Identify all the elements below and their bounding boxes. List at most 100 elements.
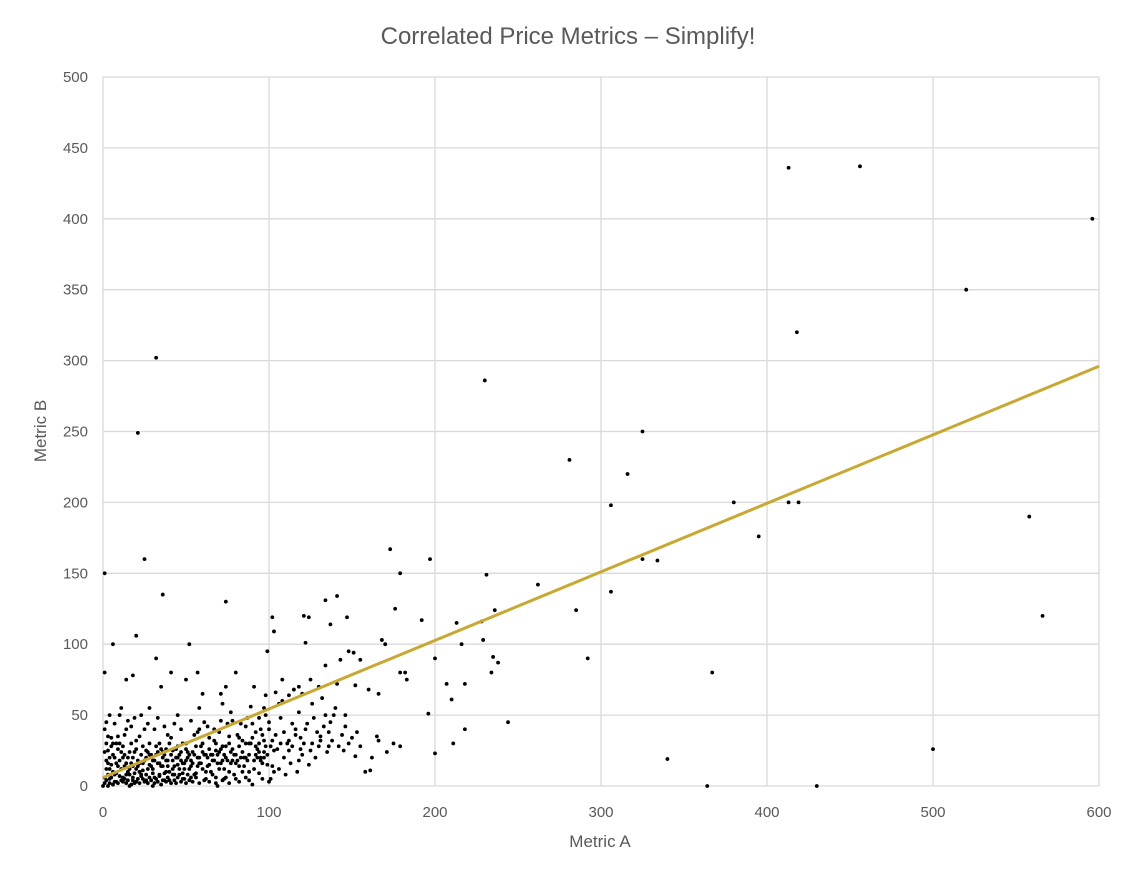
- data-point: [351, 650, 356, 655]
- x-tick-label: 0: [99, 804, 107, 821]
- y-tick-label: 0: [80, 778, 88, 795]
- data-point: [376, 691, 381, 696]
- data-point: [320, 696, 325, 700]
- data-point: [213, 741, 218, 746]
- data-point: [343, 713, 348, 717]
- data-point: [258, 758, 263, 763]
- data-point: [140, 777, 145, 781]
- data-point: [200, 691, 205, 696]
- data-point: [242, 764, 247, 769]
- data-point: [159, 684, 164, 689]
- data-point: [111, 752, 115, 757]
- data-point: [207, 779, 212, 784]
- data-point: [255, 755, 260, 760]
- data-point: [122, 752, 127, 757]
- gridlines: [102, 76, 1100, 787]
- data-point: [640, 429, 645, 434]
- data-point: [152, 758, 157, 763]
- data-point: [267, 720, 271, 725]
- data-point: [257, 750, 261, 754]
- data-point: [243, 775, 248, 780]
- data-point: [223, 599, 228, 604]
- data-point: [200, 750, 205, 754]
- data-point: [142, 779, 147, 784]
- data-point: [247, 778, 251, 783]
- data-point: [267, 727, 271, 732]
- x-tick-label: 600: [1086, 804, 1111, 821]
- data-point: [222, 752, 227, 757]
- y-tick-label: 400: [63, 211, 88, 228]
- data-point: [177, 772, 182, 777]
- data-point: [189, 764, 193, 769]
- data-point: [200, 741, 205, 746]
- data-point: [238, 721, 243, 726]
- data-point: [306, 762, 311, 767]
- data-point: [252, 767, 256, 771]
- data-point: [358, 657, 363, 662]
- data-point: [283, 772, 288, 777]
- data-point: [199, 744, 203, 749]
- data-point: [536, 582, 540, 587]
- data-point: [731, 500, 736, 505]
- data-point: [170, 772, 175, 777]
- data-point: [175, 775, 180, 780]
- data-point: [301, 741, 306, 746]
- trendline-group: [102, 364, 1100, 779]
- data-point: [444, 682, 449, 686]
- data-point: [301, 613, 306, 618]
- data-point: [321, 724, 326, 729]
- data-point: [270, 764, 275, 769]
- data-point: [185, 772, 190, 777]
- data-point: [419, 618, 424, 622]
- data-point: [102, 727, 107, 732]
- data-point: [293, 727, 298, 732]
- data-point: [145, 781, 150, 786]
- data-point: [165, 758, 170, 763]
- data-point: [155, 779, 160, 784]
- data-point: [492, 608, 497, 613]
- data-point: [277, 767, 281, 771]
- data-point: [122, 733, 127, 737]
- data-point: [179, 758, 183, 763]
- data-point: [192, 752, 197, 757]
- data-point: [228, 761, 233, 766]
- data-point: [263, 713, 268, 717]
- data-point: [187, 752, 192, 757]
- data-point: [182, 777, 187, 781]
- data-point: [370, 755, 374, 760]
- data-point: [272, 629, 276, 634]
- data-point: [326, 730, 331, 735]
- data-point: [116, 764, 120, 769]
- data-point: [250, 782, 255, 787]
- data-point: [454, 621, 459, 625]
- data-point: [282, 755, 286, 760]
- data-point: [481, 638, 486, 642]
- data-point: [152, 727, 157, 732]
- data-point: [292, 687, 296, 692]
- y-tick-label: 300: [63, 353, 88, 370]
- data-point: [300, 752, 305, 757]
- data-point: [172, 764, 177, 769]
- data-point: [275, 747, 280, 752]
- data-point: [1040, 613, 1045, 618]
- data-point: [167, 769, 172, 774]
- data-point: [278, 716, 283, 720]
- data-point: [255, 747, 260, 752]
- data-point: [162, 771, 167, 776]
- x-axis-ticks: 0 100 200 300 400 500 600: [99, 804, 1112, 821]
- data-point: [184, 747, 188, 752]
- data-point: [215, 784, 220, 788]
- data-point: [150, 767, 155, 771]
- data-point: [135, 777, 140, 781]
- data-point: [189, 775, 193, 780]
- data-point: [130, 778, 135, 783]
- data-point: [213, 781, 218, 786]
- data-point: [175, 762, 180, 767]
- data-point: [165, 733, 170, 737]
- data-point: [335, 594, 339, 598]
- data-point: [106, 748, 110, 753]
- data-point: [1027, 514, 1032, 519]
- data-point: [270, 738, 275, 743]
- data-point: [116, 781, 120, 786]
- data-point: [170, 758, 175, 763]
